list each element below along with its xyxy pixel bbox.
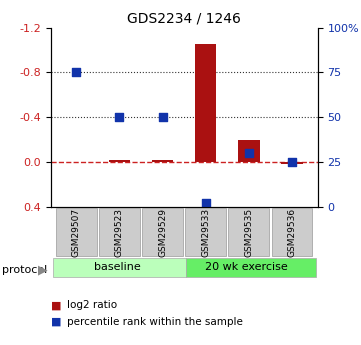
Text: ■: ■	[51, 300, 61, 310]
Text: log2 ratio: log2 ratio	[67, 300, 117, 310]
Text: percentile rank within the sample: percentile rank within the sample	[67, 317, 243, 326]
Title: GDS2234 / 1246: GDS2234 / 1246	[127, 11, 241, 25]
Bar	[271, 208, 312, 256]
Text: 20 wk exercise: 20 wk exercise	[205, 263, 288, 272]
Bar	[229, 208, 269, 256]
Point	[74, 70, 79, 75]
Text: baseline: baseline	[94, 263, 141, 272]
Text: GSM29507: GSM29507	[72, 207, 81, 257]
Text: protocol: protocol	[2, 265, 47, 275]
Point	[289, 159, 295, 165]
Point	[246, 150, 252, 156]
Text: ■: ■	[51, 317, 61, 326]
Text: GSM29536: GSM29536	[287, 207, 296, 257]
Text: GSM29523: GSM29523	[115, 207, 124, 257]
Text: GSM29529: GSM29529	[158, 207, 167, 257]
Text: GSM29535: GSM29535	[244, 207, 253, 257]
Point	[203, 201, 209, 206]
Bar	[53, 258, 186, 277]
Bar	[238, 140, 260, 162]
Point	[117, 115, 122, 120]
Bar	[186, 258, 316, 277]
Bar	[186, 208, 226, 256]
Bar	[109, 160, 130, 162]
Bar	[152, 160, 173, 162]
Bar	[281, 162, 303, 164]
Point	[160, 115, 165, 120]
Text: GSM29533: GSM29533	[201, 207, 210, 257]
Bar	[99, 208, 140, 256]
Bar	[142, 208, 183, 256]
Bar	[195, 45, 217, 162]
Bar	[56, 208, 97, 256]
Text: ▶: ▶	[38, 263, 48, 276]
